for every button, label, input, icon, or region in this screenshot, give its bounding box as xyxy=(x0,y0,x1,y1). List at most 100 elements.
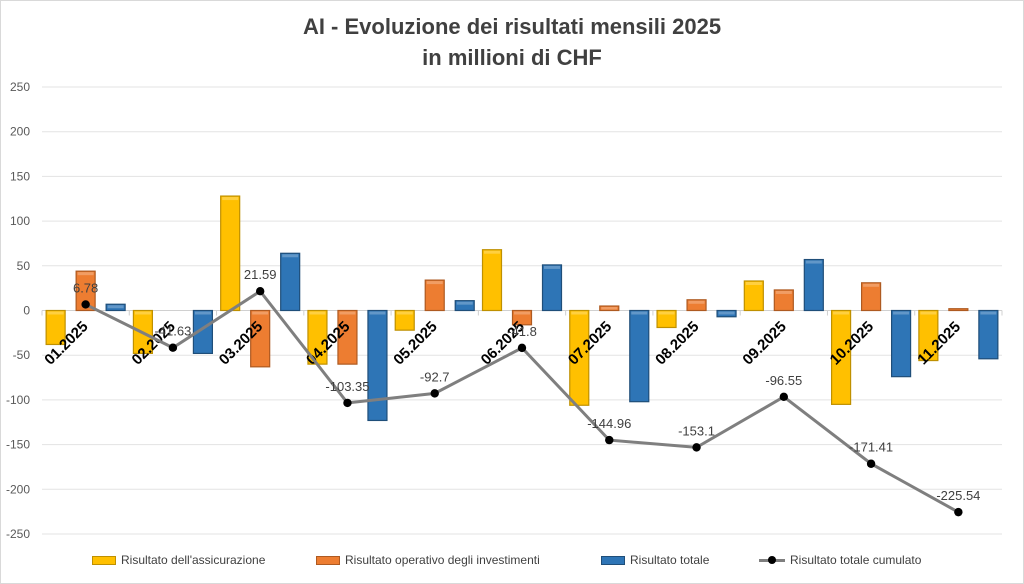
chart-title: AI - Evoluzione dei risultati mensili 20… xyxy=(302,14,722,39)
legend-swatch-investments xyxy=(316,555,340,565)
y-tick-label: -200 xyxy=(6,482,30,496)
y-tick-label: -250 xyxy=(6,527,30,541)
bar-total xyxy=(629,309,650,403)
data-label: -171.41 xyxy=(849,440,893,455)
bar-insurance xyxy=(569,309,590,406)
legend-label: Risultato dell'assicurazione xyxy=(121,553,266,567)
bar-highlight xyxy=(718,311,735,315)
bar-insurance xyxy=(45,309,66,346)
line-marker xyxy=(343,398,352,408)
bar-investments xyxy=(599,305,620,312)
bar-insurance xyxy=(656,309,677,329)
legend-label: Risultato totale cumulato xyxy=(790,553,922,567)
line-marker xyxy=(430,389,439,398)
bar-highlight xyxy=(601,307,618,310)
bar-total xyxy=(716,309,737,318)
y-tick-label: 100 xyxy=(10,214,30,228)
bar-investments xyxy=(337,309,358,365)
bar-highlight xyxy=(658,311,675,315)
bar-insurance xyxy=(918,309,939,362)
line-marker xyxy=(517,343,527,353)
legend-swatch-total xyxy=(601,555,625,565)
bar-investments xyxy=(773,289,794,312)
legend-label: Risultato totale xyxy=(630,553,710,567)
data-label: -92.7 xyxy=(420,369,450,384)
bar-investments xyxy=(686,299,707,312)
y-tick-label: 0 xyxy=(23,304,30,318)
bar-highlight xyxy=(309,311,326,315)
legend-swatch-cumulative xyxy=(759,555,785,565)
y-tick-label: 150 xyxy=(10,169,30,183)
data-label: -41.63 xyxy=(154,324,191,339)
data-label: -103.35 xyxy=(325,379,369,394)
bar-highlight xyxy=(775,290,792,294)
data-label: -96.55 xyxy=(765,373,802,388)
bar-highlight xyxy=(631,311,648,315)
bar-highlight xyxy=(893,311,910,315)
bar-insurance xyxy=(830,309,852,405)
y-tick-label: 50 xyxy=(17,259,31,273)
line-marker xyxy=(866,459,876,468)
bar-highlight xyxy=(805,260,822,264)
bar-highlight xyxy=(252,311,269,315)
legend-item-cumulative: Risultato totale cumulato xyxy=(759,553,921,567)
line-marker xyxy=(779,392,789,402)
bar-highlight xyxy=(833,311,850,315)
line-marker xyxy=(692,443,701,452)
bar-highlight xyxy=(77,272,94,276)
legend-item-investments: Risultato operativo degli investimenti xyxy=(316,553,540,567)
bar-investments xyxy=(511,309,533,326)
bar-highlight xyxy=(484,250,500,254)
bar-total xyxy=(367,309,388,422)
data-label: -144.96 xyxy=(587,416,631,431)
bar-highlight xyxy=(688,300,705,304)
bar-investments xyxy=(948,308,969,312)
y-tick-label: 200 xyxy=(10,125,30,139)
bar-total xyxy=(541,264,563,312)
line-marker xyxy=(168,343,178,352)
bar-highlight xyxy=(980,311,997,315)
y-tick-label: -150 xyxy=(6,438,30,452)
line-marker xyxy=(605,435,614,445)
bar-highlight xyxy=(920,311,937,315)
bar-total xyxy=(803,258,824,312)
data-label: -153.1 xyxy=(678,423,715,438)
bar-highlight xyxy=(426,281,443,285)
data-label: 6.78 xyxy=(73,280,98,295)
bar-highlight xyxy=(456,301,473,305)
bar-highlight xyxy=(514,311,530,315)
bar-insurance xyxy=(220,195,241,312)
bar-total xyxy=(890,309,912,378)
bar-highlight xyxy=(194,311,211,315)
bar-highlight xyxy=(863,283,880,287)
bar-highlight xyxy=(339,311,356,315)
bar-highlight xyxy=(47,311,64,315)
legend-item-insurance: Risultato dell'assicurazione xyxy=(92,553,265,567)
bar-highlight xyxy=(134,311,151,315)
bar-investments xyxy=(250,309,271,368)
x-category-label: 09.2025 xyxy=(739,318,789,368)
chart-subtitle: in millioni di CHF xyxy=(422,45,602,70)
bar-total xyxy=(280,252,301,312)
line-marker xyxy=(255,286,265,296)
legend: Risultato dell'assicurazione Risultato o… xyxy=(0,553,1024,573)
legend-label: Risultato operativo degli investimenti xyxy=(345,553,540,567)
bar-highlight xyxy=(571,311,588,315)
bar-total xyxy=(454,300,475,312)
data-label: -41.8 xyxy=(507,324,537,339)
legend-swatch-insurance xyxy=(92,555,116,565)
bar-total xyxy=(978,309,999,360)
bar-investments xyxy=(424,279,445,312)
legend-item-total: Risultato totale xyxy=(601,553,709,567)
bar-highlight xyxy=(282,254,299,258)
bar-insurance xyxy=(743,280,764,312)
bar-total xyxy=(192,309,214,355)
bar-total xyxy=(105,303,126,312)
line-marker xyxy=(954,507,963,517)
bar-highlight xyxy=(745,281,762,285)
bar-investments xyxy=(75,270,96,312)
bar-highlight xyxy=(369,311,386,315)
bar-investments xyxy=(860,282,882,312)
